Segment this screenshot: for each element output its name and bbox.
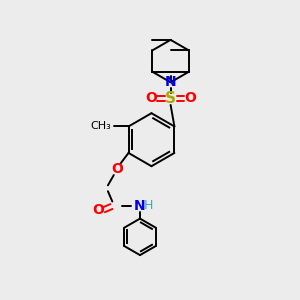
Text: CH₃: CH₃ bbox=[90, 122, 111, 131]
Text: O: O bbox=[184, 92, 196, 106]
Text: N: N bbox=[134, 199, 146, 213]
Text: O: O bbox=[146, 92, 158, 106]
Text: H: H bbox=[144, 200, 153, 212]
Text: O: O bbox=[111, 162, 123, 176]
Text: N: N bbox=[165, 75, 176, 89]
Text: O: O bbox=[93, 203, 104, 218]
Text: S: S bbox=[165, 91, 176, 106]
